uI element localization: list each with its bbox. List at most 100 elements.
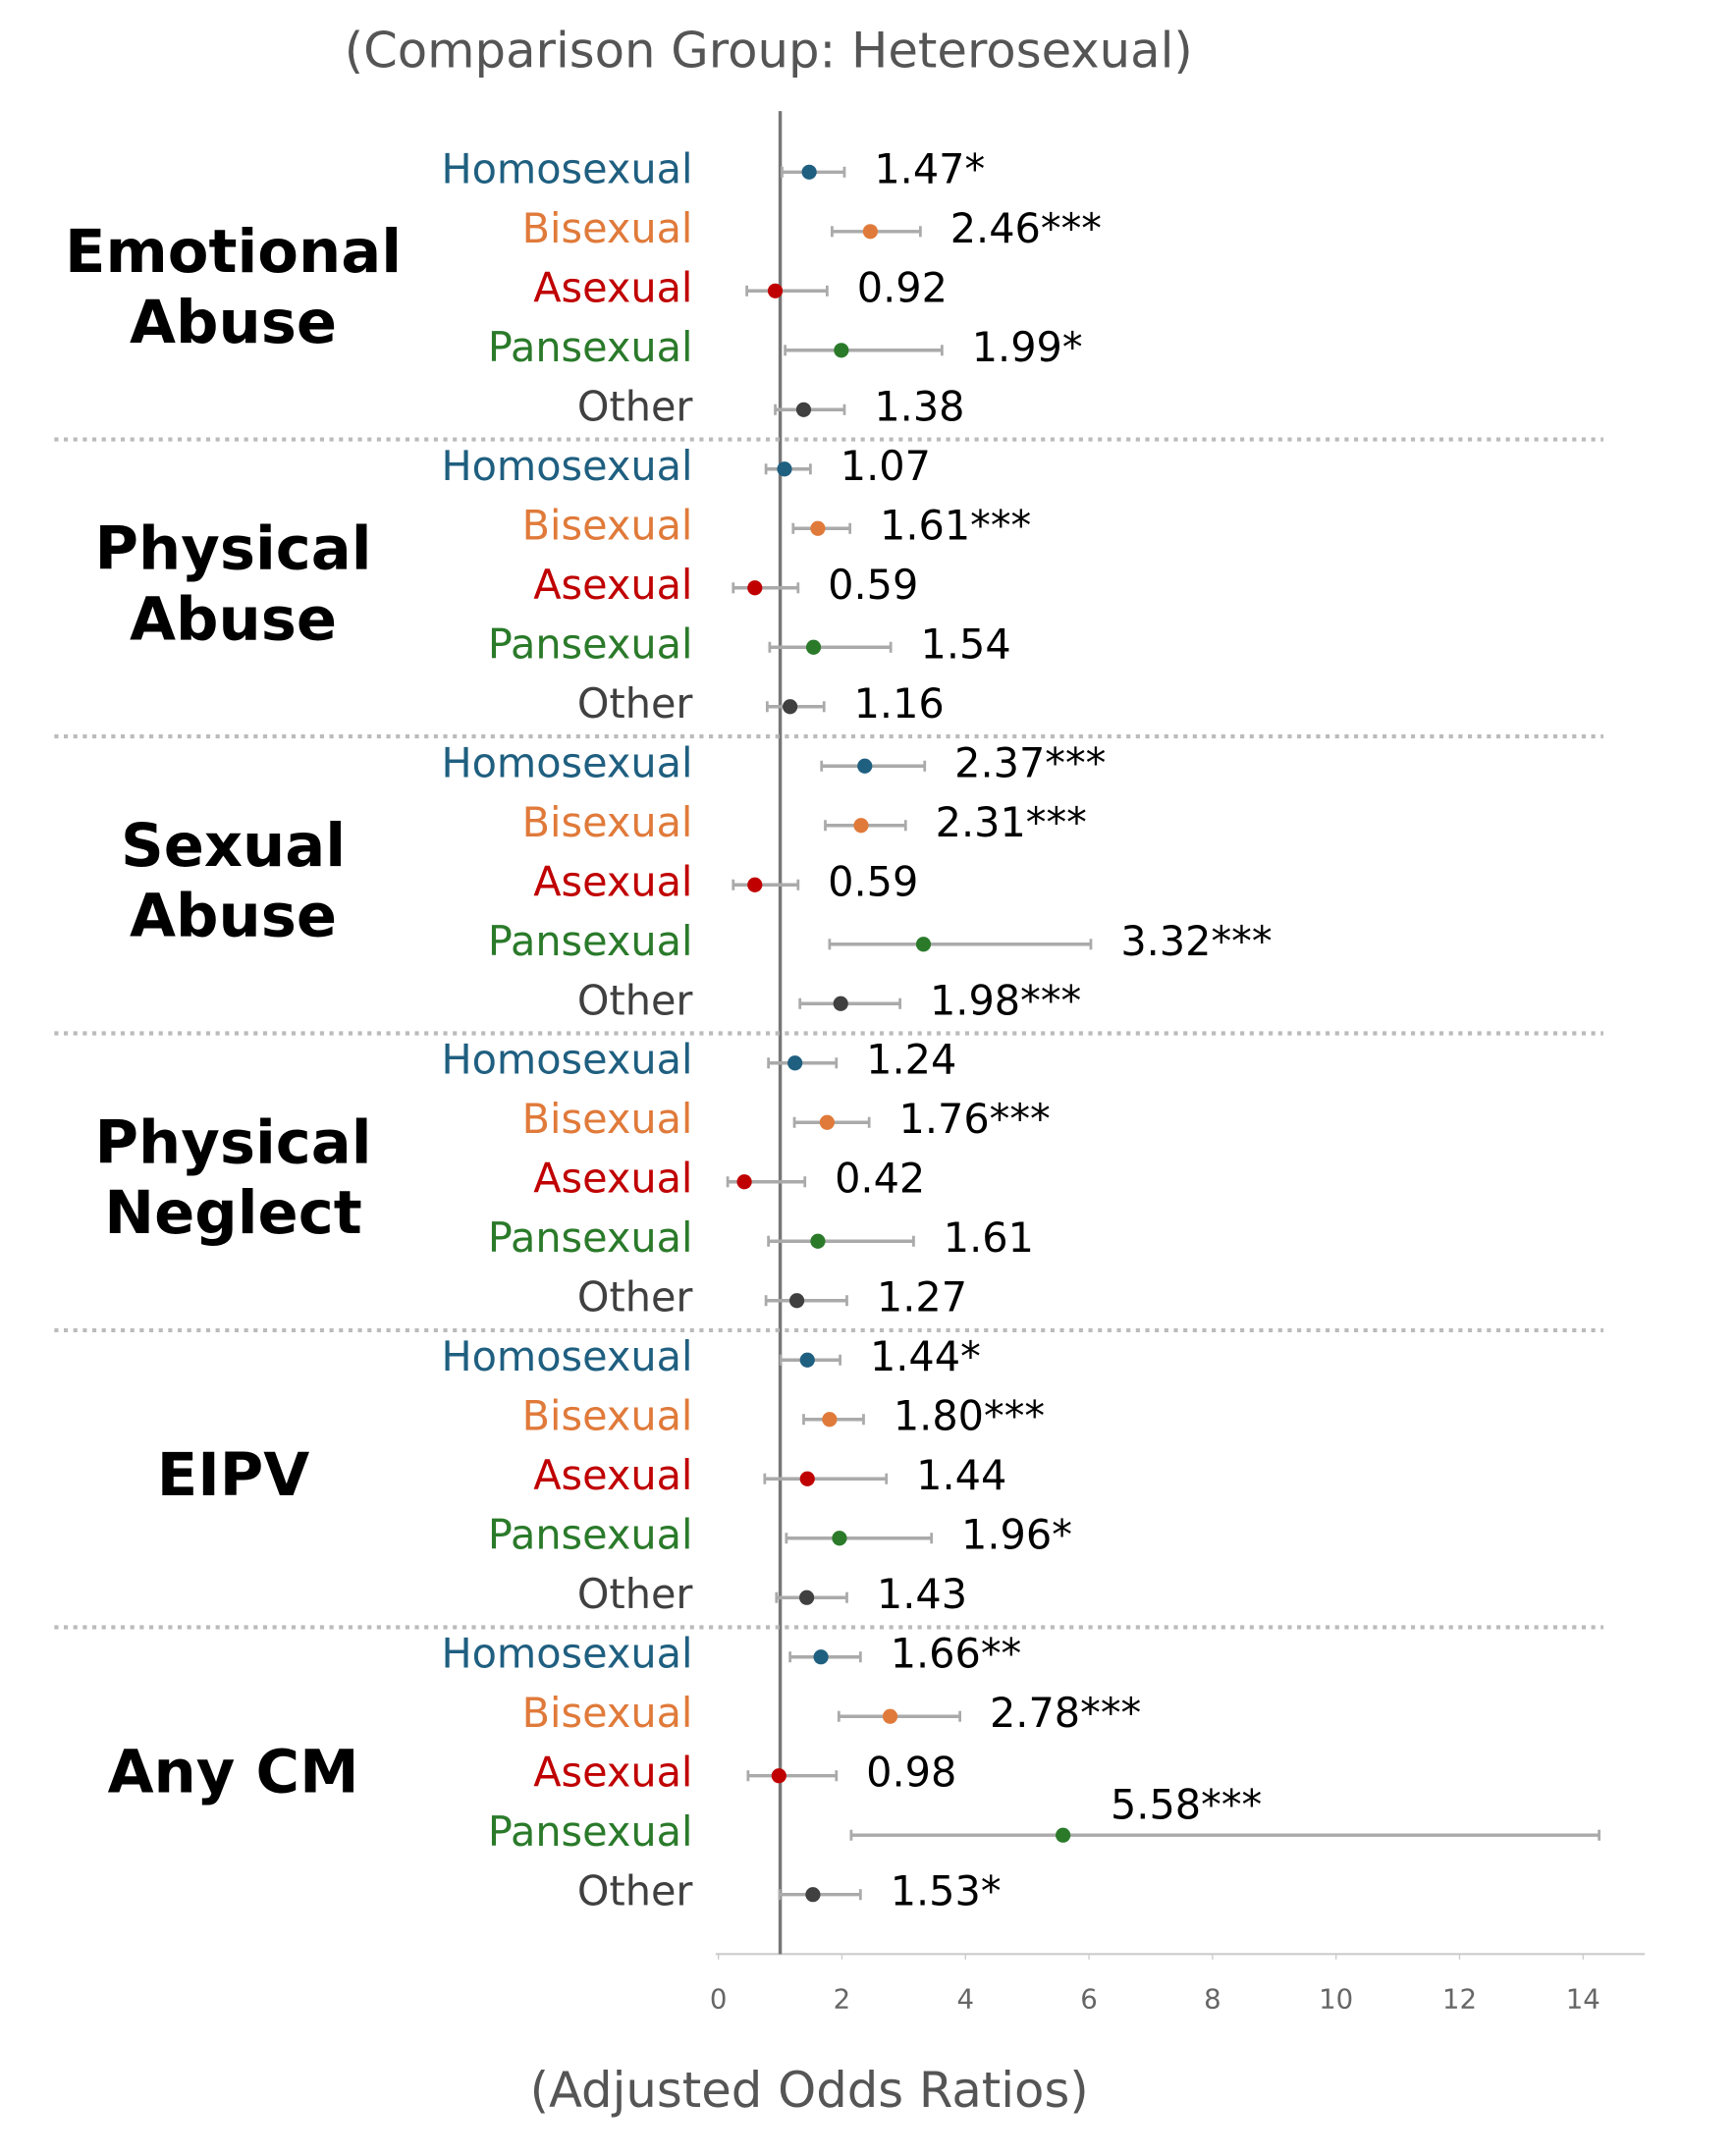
value-label: 1.16 (854, 680, 945, 728)
category-label: Asexual (533, 1750, 692, 1797)
category-label: Bisexual (522, 205, 693, 252)
point-estimate (862, 224, 878, 240)
chart-title: (Comparison Group: Heterosexual) (345, 23, 1193, 80)
group-label: EIPV (157, 1441, 310, 1510)
point-estimate (747, 580, 763, 596)
point-estimate (795, 402, 812, 417)
category-label: Asexual (533, 1156, 692, 1203)
group-label: Abuse (130, 289, 337, 357)
category-label: Pansexual (488, 1512, 693, 1559)
point-estimate (810, 1233, 826, 1249)
point-estimate (805, 639, 822, 655)
value-label: 1.07 (840, 443, 931, 490)
point-estimate (832, 1531, 847, 1546)
category-label: Pansexual (488, 1808, 693, 1856)
category-label: Other (577, 1868, 694, 1915)
category-label: Other (577, 680, 694, 728)
point-estimate (819, 1114, 835, 1130)
x-tick-label: 14 (1566, 1982, 1600, 2015)
category-label: Homosexual (441, 739, 692, 786)
category-label: Asexual (533, 264, 692, 311)
point-estimate (833, 996, 848, 1011)
point-estimate (767, 283, 784, 298)
category-label: Asexual (533, 858, 692, 905)
x-tick-label: 8 (1204, 1982, 1221, 2015)
value-label: 1.47* (874, 145, 985, 192)
category-label: Bisexual (522, 502, 693, 549)
point-estimate (805, 1887, 821, 1903)
point-estimate (783, 699, 798, 715)
value-label: 1.53* (891, 1868, 1002, 1915)
x-tick-label: 6 (1080, 1982, 1098, 2015)
point-estimate (788, 1293, 805, 1309)
group-label: Sexual (121, 812, 346, 881)
point-estimate (799, 1352, 815, 1368)
point-estimate (777, 461, 792, 477)
value-label: 1.80*** (894, 1393, 1045, 1440)
category-label: Other (577, 1571, 694, 1618)
category-label: Bisexual (522, 799, 693, 846)
category-label: Bisexual (522, 1096, 693, 1143)
value-label: 1.76*** (899, 1096, 1051, 1143)
point-estimate (799, 1590, 815, 1605)
category-label: Homosexual (441, 1037, 692, 1084)
point-estimate (834, 343, 849, 358)
point-estimate (822, 1412, 838, 1428)
x-tick-label: 4 (956, 1982, 974, 2015)
value-label: 1.61 (944, 1214, 1034, 1262)
value-label: 1.66** (891, 1631, 1022, 1678)
point-estimate (736, 1174, 752, 1190)
group-label: Physical (95, 1108, 372, 1177)
value-label: 1.99* (972, 324, 1083, 371)
value-label: 1.54 (921, 620, 1011, 668)
value-label: 0.98 (866, 1750, 956, 1797)
category-label: Pansexual (488, 324, 693, 371)
value-label: 2.46*** (950, 205, 1102, 252)
point-estimate (801, 164, 817, 180)
category-label: Homosexual (441, 443, 692, 490)
value-label: 2.37*** (954, 739, 1106, 786)
point-estimate (1056, 1827, 1071, 1843)
point-estimate (799, 1471, 815, 1486)
point-estimate (813, 1649, 829, 1665)
value-label: 0.42 (835, 1156, 925, 1203)
point-estimate (882, 1708, 898, 1724)
value-label: 0.92 (857, 264, 948, 311)
category-label: Homosexual (441, 145, 692, 192)
value-label: 1.44 (916, 1452, 1006, 1499)
x-axis-label: (Adjusted Odds Ratios) (530, 2062, 1089, 2119)
value-label: 5.58*** (1111, 1782, 1262, 1829)
value-label: 1.61*** (880, 502, 1031, 549)
value-label: 1.98*** (930, 977, 1081, 1024)
value-label: 1.38 (874, 383, 964, 430)
value-label: 1.24 (866, 1037, 956, 1084)
category-label: Other (577, 383, 694, 430)
category-label: Bisexual (522, 1690, 693, 1737)
group-label: Physical (95, 514, 372, 583)
value-label: 1.27 (877, 1274, 967, 1321)
point-estimate (853, 818, 869, 834)
x-tick-label: 0 (710, 1982, 728, 2015)
category-label: Asexual (533, 562, 692, 609)
group-label: Abuse (130, 585, 337, 654)
group-label: Neglect (104, 1179, 361, 1248)
group-label: Abuse (130, 883, 337, 951)
value-label: 1.96* (961, 1512, 1072, 1559)
category-label: Bisexual (522, 1393, 693, 1440)
category-label: Pansexual (488, 918, 693, 965)
value-label: 1.44* (870, 1333, 981, 1380)
value-label: 0.59 (828, 858, 918, 905)
value-label: 2.31*** (936, 799, 1087, 846)
category-label: Asexual (533, 1452, 692, 1499)
x-tick-label: 2 (834, 1982, 851, 2015)
value-label: 0.59 (828, 562, 918, 609)
point-estimate (771, 1768, 786, 1784)
point-estimate (747, 877, 763, 892)
x-tick-label: 10 (1319, 1982, 1353, 2015)
category-label: Other (577, 977, 694, 1024)
category-label: Other (577, 1274, 694, 1321)
x-tick-label: 12 (1442, 1982, 1477, 2015)
value-label: 3.32*** (1120, 918, 1272, 965)
value-label: 2.78*** (990, 1690, 1141, 1737)
